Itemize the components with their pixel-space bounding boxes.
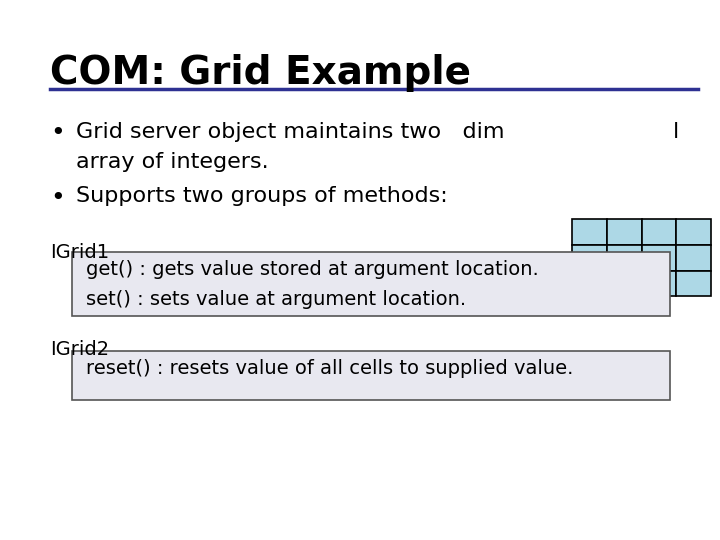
Text: Grid server object maintains two   dim: Grid server object maintains two dim (76, 122, 504, 141)
FancyBboxPatch shape (72, 351, 670, 400)
Text: reset() : resets value of all cells to supplied value.: reset() : resets value of all cells to s… (86, 359, 574, 378)
FancyBboxPatch shape (72, 252, 670, 316)
Bar (676, 271, 711, 296)
Bar (642, 245, 676, 271)
Bar (572, 245, 607, 271)
Text: •: • (50, 122, 65, 145)
Text: get() : gets value stored at argument location.
set() : sets value at argument l: get() : gets value stored at argument lo… (86, 260, 539, 309)
Bar (642, 219, 676, 245)
Bar (676, 245, 711, 271)
Bar (572, 219, 607, 245)
Text: IGrid2: IGrid2 (50, 340, 109, 359)
Bar (607, 219, 642, 245)
Text: IGrid1: IGrid1 (50, 243, 109, 262)
Bar (572, 271, 607, 296)
Text: array of integers.: array of integers. (76, 152, 269, 172)
Bar (676, 219, 711, 245)
Bar (607, 271, 642, 296)
Text: •: • (50, 186, 65, 210)
Bar (607, 245, 642, 271)
Text: COM: Grid Example: COM: Grid Example (50, 54, 472, 92)
Text: l: l (673, 122, 680, 141)
Bar (642, 271, 676, 296)
Text: Supports two groups of methods:: Supports two groups of methods: (76, 186, 447, 206)
